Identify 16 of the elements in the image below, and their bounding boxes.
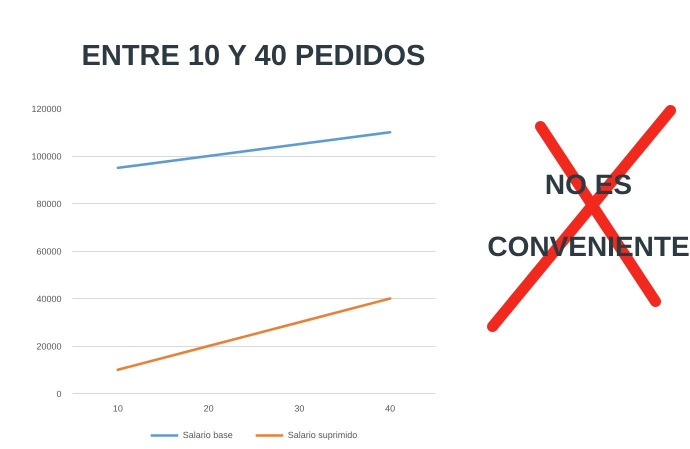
x-tick-label: 30	[294, 404, 304, 414]
y-tick-label: 120000	[31, 104, 62, 114]
line-series	[116, 297, 392, 371]
y-tick-label: 100000	[31, 152, 62, 162]
y-tick-label: 80000	[36, 199, 62, 209]
y-tick-label: 20000	[36, 342, 62, 352]
y-tick-label: 0	[56, 389, 62, 399]
x-tick-label: 10	[112, 404, 123, 414]
y-tick-label: 40000	[36, 294, 62, 304]
line-series	[116, 131, 392, 170]
y-tick-label: 60000	[36, 246, 62, 256]
x-tick-label: 40	[385, 404, 396, 414]
x-tick-label: 20	[204, 404, 214, 414]
legend-label: Salario suprimido	[288, 430, 358, 440]
legend-label: Salario base	[182, 430, 233, 440]
chart-title: ENTRE 10 Y 40 PEDIDOS	[82, 40, 426, 72]
